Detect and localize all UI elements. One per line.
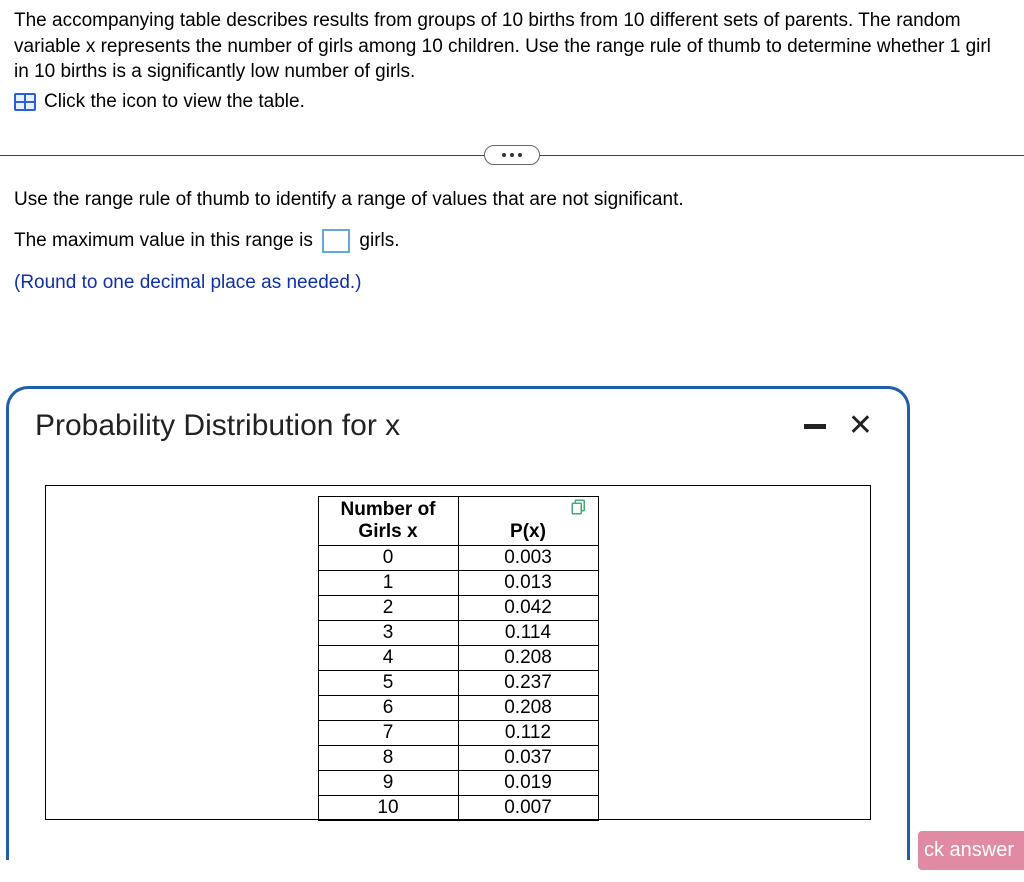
cell-p: 0.114 [458, 620, 598, 645]
table-row: 50.237 [318, 670, 598, 695]
probability-popup: Probability Distribution for x ✕ Number … [6, 386, 910, 860]
probability-table: Number of Girls x P(x) 00.00310.01320.04… [318, 496, 599, 821]
section-divider [0, 155, 1024, 156]
cell-x: 7 [318, 720, 458, 745]
cell-p: 0.003 [458, 545, 598, 570]
cell-x: 8 [318, 745, 458, 770]
cell-x: 0 [318, 545, 458, 570]
problem-statement-block: The accompanying table describes results… [0, 0, 1024, 119]
fill-in-sentence: The maximum value in this range is girls… [14, 227, 1010, 255]
cell-x: 2 [318, 595, 458, 620]
cell-p: 0.007 [458, 795, 598, 820]
cell-p: 0.037 [458, 745, 598, 770]
cell-x: 4 [318, 645, 458, 670]
table-row: 70.112 [318, 720, 598, 745]
expand-ellipsis-button[interactable] [484, 145, 540, 165]
fill-prefix: The maximum value in this range is [14, 230, 318, 251]
table-row: 100.007 [318, 795, 598, 820]
icon-link-text[interactable]: Click the icon to view the table. [44, 91, 305, 113]
col-header-x: Number of Girls x [318, 497, 458, 546]
cell-p: 0.019 [458, 770, 598, 795]
cell-x: 6 [318, 695, 458, 720]
table-container: Number of Girls x P(x) 00.00310.01320.04… [45, 485, 871, 820]
table-row: 80.037 [318, 745, 598, 770]
cell-x: 1 [318, 570, 458, 595]
table-row: 00.003 [318, 545, 598, 570]
check-answer-button[interactable]: ck answer [918, 831, 1024, 870]
fill-suffix: girls. [354, 230, 399, 251]
cell-x: 5 [318, 670, 458, 695]
table-row: 30.114 [318, 620, 598, 645]
answer-input-box[interactable] [322, 229, 350, 253]
cell-p: 0.237 [458, 670, 598, 695]
cell-p: 0.112 [458, 720, 598, 745]
minimize-icon[interactable] [804, 424, 826, 429]
table-row: 60.208 [318, 695, 598, 720]
table-row: 20.042 [318, 595, 598, 620]
table-row: 90.019 [318, 770, 598, 795]
problem-description: The accompanying table describes results… [14, 8, 1010, 85]
cell-x: 10 [318, 795, 458, 820]
copy-icon[interactable] [570, 498, 588, 516]
table-body: 00.00310.01320.04230.11440.20850.23760.2… [318, 545, 598, 820]
cell-x: 3 [318, 620, 458, 645]
popup-title: Probability Distribution for x [35, 409, 400, 443]
table-row: 40.208 [318, 645, 598, 670]
rounding-note: (Round to one decimal place as needed.) [14, 269, 1010, 297]
cell-p: 0.208 [458, 695, 598, 720]
cell-x: 9 [318, 770, 458, 795]
table-row: 10.013 [318, 570, 598, 595]
table-icon[interactable] [14, 93, 36, 111]
cell-p: 0.208 [458, 645, 598, 670]
close-icon[interactable]: ✕ [848, 411, 873, 441]
cell-p: 0.042 [458, 595, 598, 620]
range-instruction: Use the range rule of thumb to identify … [14, 186, 1010, 214]
cell-p: 0.013 [458, 570, 598, 595]
answer-area: Use the range rule of thumb to identify … [0, 156, 1024, 321]
